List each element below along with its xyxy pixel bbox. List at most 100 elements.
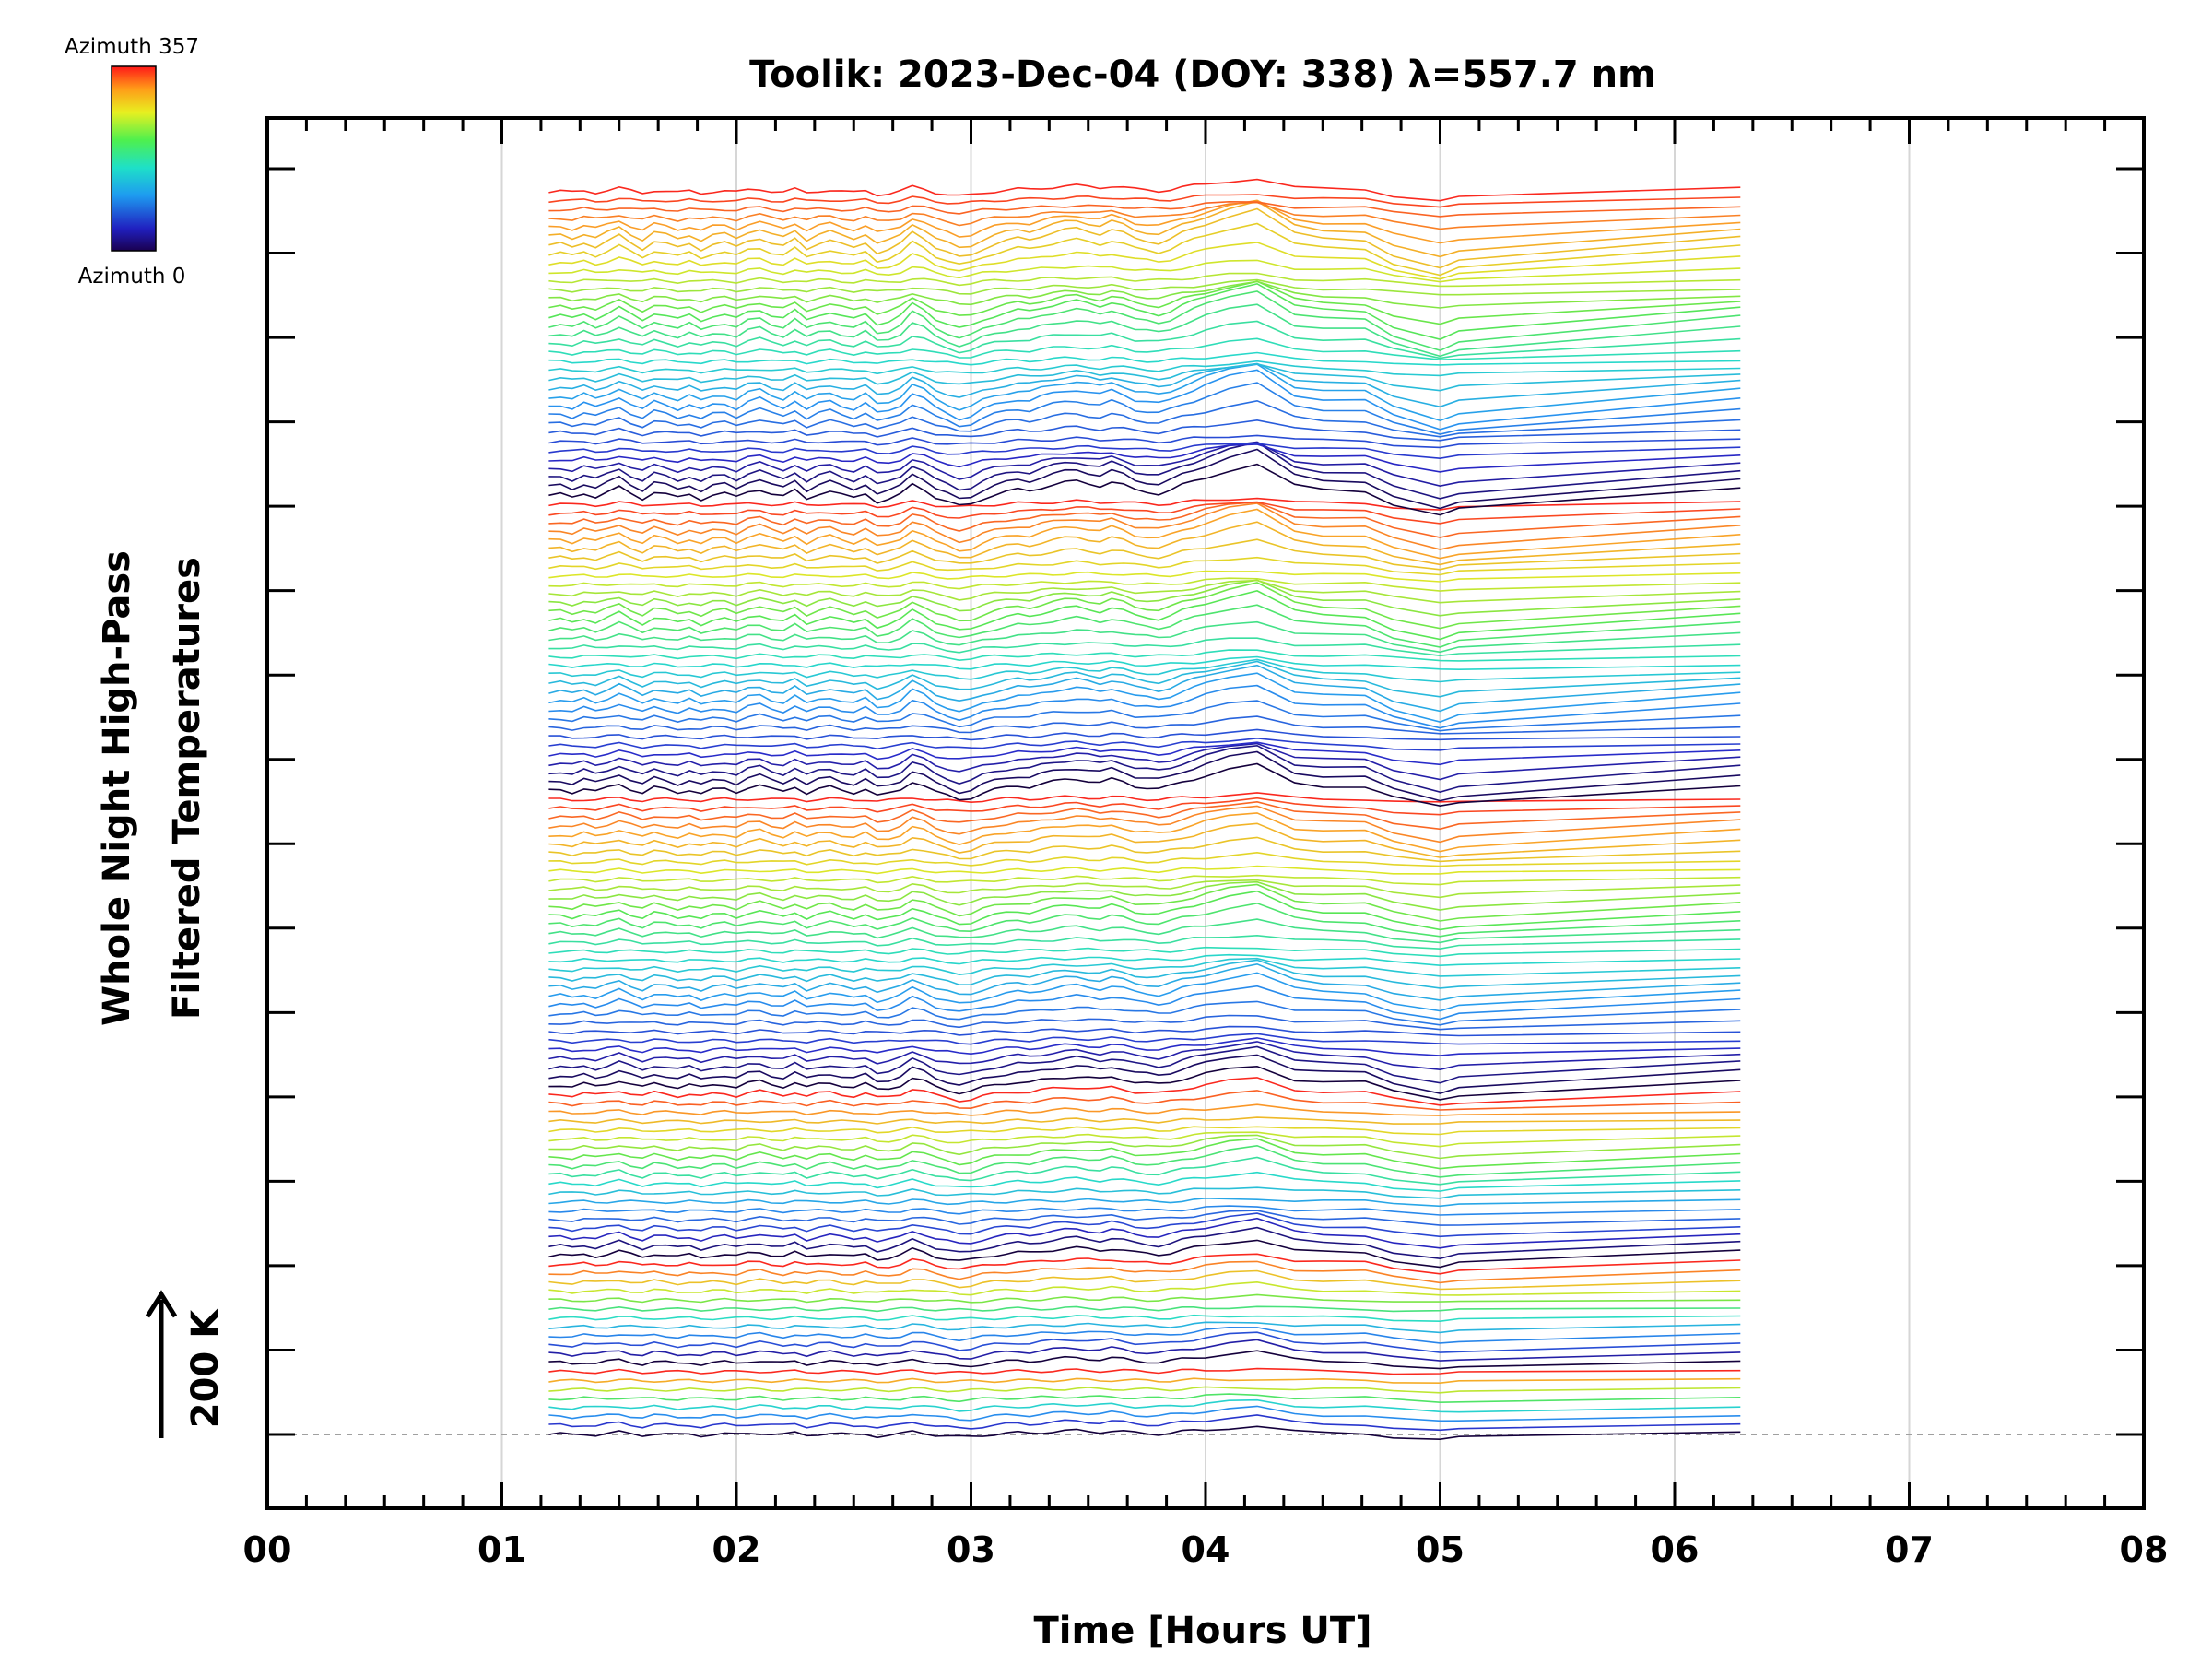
temperature-trace bbox=[548, 570, 1741, 583]
temperature-trace bbox=[548, 822, 1741, 858]
temperature-trace bbox=[548, 1131, 1741, 1148]
temperature-trace bbox=[548, 890, 1741, 931]
temperature-trace bbox=[548, 1293, 1741, 1304]
temperature-trace bbox=[548, 363, 1741, 422]
temperature-trace bbox=[548, 538, 1741, 571]
temperature-trace bbox=[548, 1217, 1741, 1249]
temperature-trace bbox=[548, 902, 1741, 938]
temperature-trace bbox=[548, 501, 1741, 538]
temperature-trace bbox=[548, 1210, 1741, 1226]
temperature-trace bbox=[548, 637, 1741, 657]
temperature-trace bbox=[548, 1126, 1741, 1136]
temperature-trace bbox=[548, 1280, 1741, 1296]
temperature-trace bbox=[548, 658, 1741, 683]
temperature-trace bbox=[548, 972, 1741, 1012]
temperature-trace bbox=[548, 715, 1741, 735]
temperature-trace bbox=[548, 199, 1741, 244]
temperature-trace bbox=[548, 434, 1741, 449]
temperature-trace bbox=[548, 1171, 1741, 1192]
temperature-trace bbox=[548, 1134, 1741, 1160]
scale-bar: 200 K bbox=[145, 1290, 227, 1438]
temperature-trace bbox=[548, 1350, 1741, 1370]
temperature-trace bbox=[548, 207, 1741, 269]
temperature-trace bbox=[548, 620, 1741, 654]
x-tick-label: 06 bbox=[1651, 1529, 1700, 1570]
temperature-trace bbox=[548, 259, 1741, 283]
temperature-trace bbox=[548, 200, 1741, 258]
temperature-trace bbox=[548, 463, 1741, 516]
x-tick-label: 01 bbox=[477, 1529, 526, 1570]
temperature-trace bbox=[548, 399, 1741, 438]
temperature-trace bbox=[548, 579, 1741, 604]
temperature-trace bbox=[548, 946, 1741, 958]
temperature-trace bbox=[548, 655, 1741, 671]
temperature-trace bbox=[548, 501, 1741, 525]
x-axis-label: Time [Hours UT] bbox=[1034, 1610, 1372, 1652]
temperature-trace bbox=[548, 1077, 1741, 1106]
temperature-trace bbox=[548, 320, 1741, 360]
temperature-trace bbox=[548, 1138, 1741, 1170]
temperature-trace bbox=[548, 178, 1741, 202]
temperature-trace bbox=[548, 1239, 1741, 1269]
colorbar-bottom-label: Azimuth 0 bbox=[78, 265, 186, 289]
temperature-trace bbox=[548, 362, 1741, 408]
temperature-trace bbox=[548, 1367, 1741, 1375]
temperature-trace bbox=[548, 1033, 1741, 1045]
temperature-trace bbox=[548, 1414, 1741, 1432]
x-tick-labels: 00 01 02 03 04 05 06 07 08 bbox=[243, 1529, 2169, 1570]
temperature-trace bbox=[548, 1326, 1741, 1344]
temperature-trace bbox=[548, 792, 1741, 804]
temperature-trace bbox=[548, 744, 1741, 794]
x-tick-label: 03 bbox=[947, 1529, 995, 1570]
temperature-trace bbox=[548, 441, 1741, 500]
temperature-trace bbox=[548, 750, 1741, 802]
temperature-trace bbox=[548, 1393, 1741, 1404]
temperature-trace bbox=[548, 1144, 1741, 1178]
temperature-trace bbox=[548, 836, 1741, 863]
temperature-trace bbox=[548, 1212, 1741, 1238]
temperature-trace bbox=[548, 448, 1741, 510]
temperature-trace bbox=[548, 1331, 1741, 1353]
axis-ticks bbox=[265, 118, 2146, 1508]
temperature-trace bbox=[548, 502, 1741, 550]
temperature-trace bbox=[548, 278, 1741, 296]
temperature-trace bbox=[548, 579, 1741, 617]
temperature-trace bbox=[548, 1405, 1741, 1422]
temperature-trace bbox=[548, 577, 1741, 592]
temperature-trace bbox=[548, 800, 1741, 831]
temperature-trace bbox=[548, 797, 1741, 816]
temperature-trace bbox=[548, 959, 1741, 989]
temperature-trace bbox=[548, 360, 1741, 377]
temperature-trace bbox=[548, 443, 1741, 473]
temperature-trace bbox=[548, 200, 1741, 218]
temperature-trace bbox=[548, 1339, 1741, 1362]
colorbar-gradient bbox=[111, 65, 157, 252]
temperature-trace bbox=[548, 985, 1741, 1021]
temperature-trace bbox=[548, 362, 1741, 392]
temperature-trace bbox=[548, 590, 1741, 641]
temperature-trace bbox=[548, 934, 1741, 950]
temperature-trace bbox=[548, 242, 1741, 280]
temperature-trace bbox=[548, 1398, 1741, 1413]
temperature-trace bbox=[548, 556, 1741, 576]
temperature-trace bbox=[548, 443, 1741, 460]
temperature-trace bbox=[548, 664, 1741, 713]
temperature-trace bbox=[548, 369, 1741, 431]
temperature-trace bbox=[548, 762, 1741, 808]
temperature-trace bbox=[548, 865, 1741, 875]
temperature-trace bbox=[548, 1014, 1741, 1031]
y-axis-label-line2: Filtered Temperatures bbox=[166, 557, 208, 1020]
y-axis-label-line1: Whole Night High-Pass bbox=[96, 550, 138, 1026]
x-tick-label: 02 bbox=[712, 1529, 761, 1570]
temperature-trace bbox=[548, 1314, 1741, 1323]
temperature-trace bbox=[548, 280, 1741, 309]
temperature-trace bbox=[548, 700, 1741, 732]
temperature-trace bbox=[548, 957, 1741, 977]
temperature-trace bbox=[548, 1000, 1741, 1026]
temperature-trace bbox=[548, 812, 1741, 853]
temperature-trace bbox=[548, 953, 1741, 967]
temperature-trace bbox=[548, 1269, 1741, 1291]
temperature-trace bbox=[548, 1226, 1741, 1260]
temperature-trace bbox=[548, 1425, 1741, 1441]
